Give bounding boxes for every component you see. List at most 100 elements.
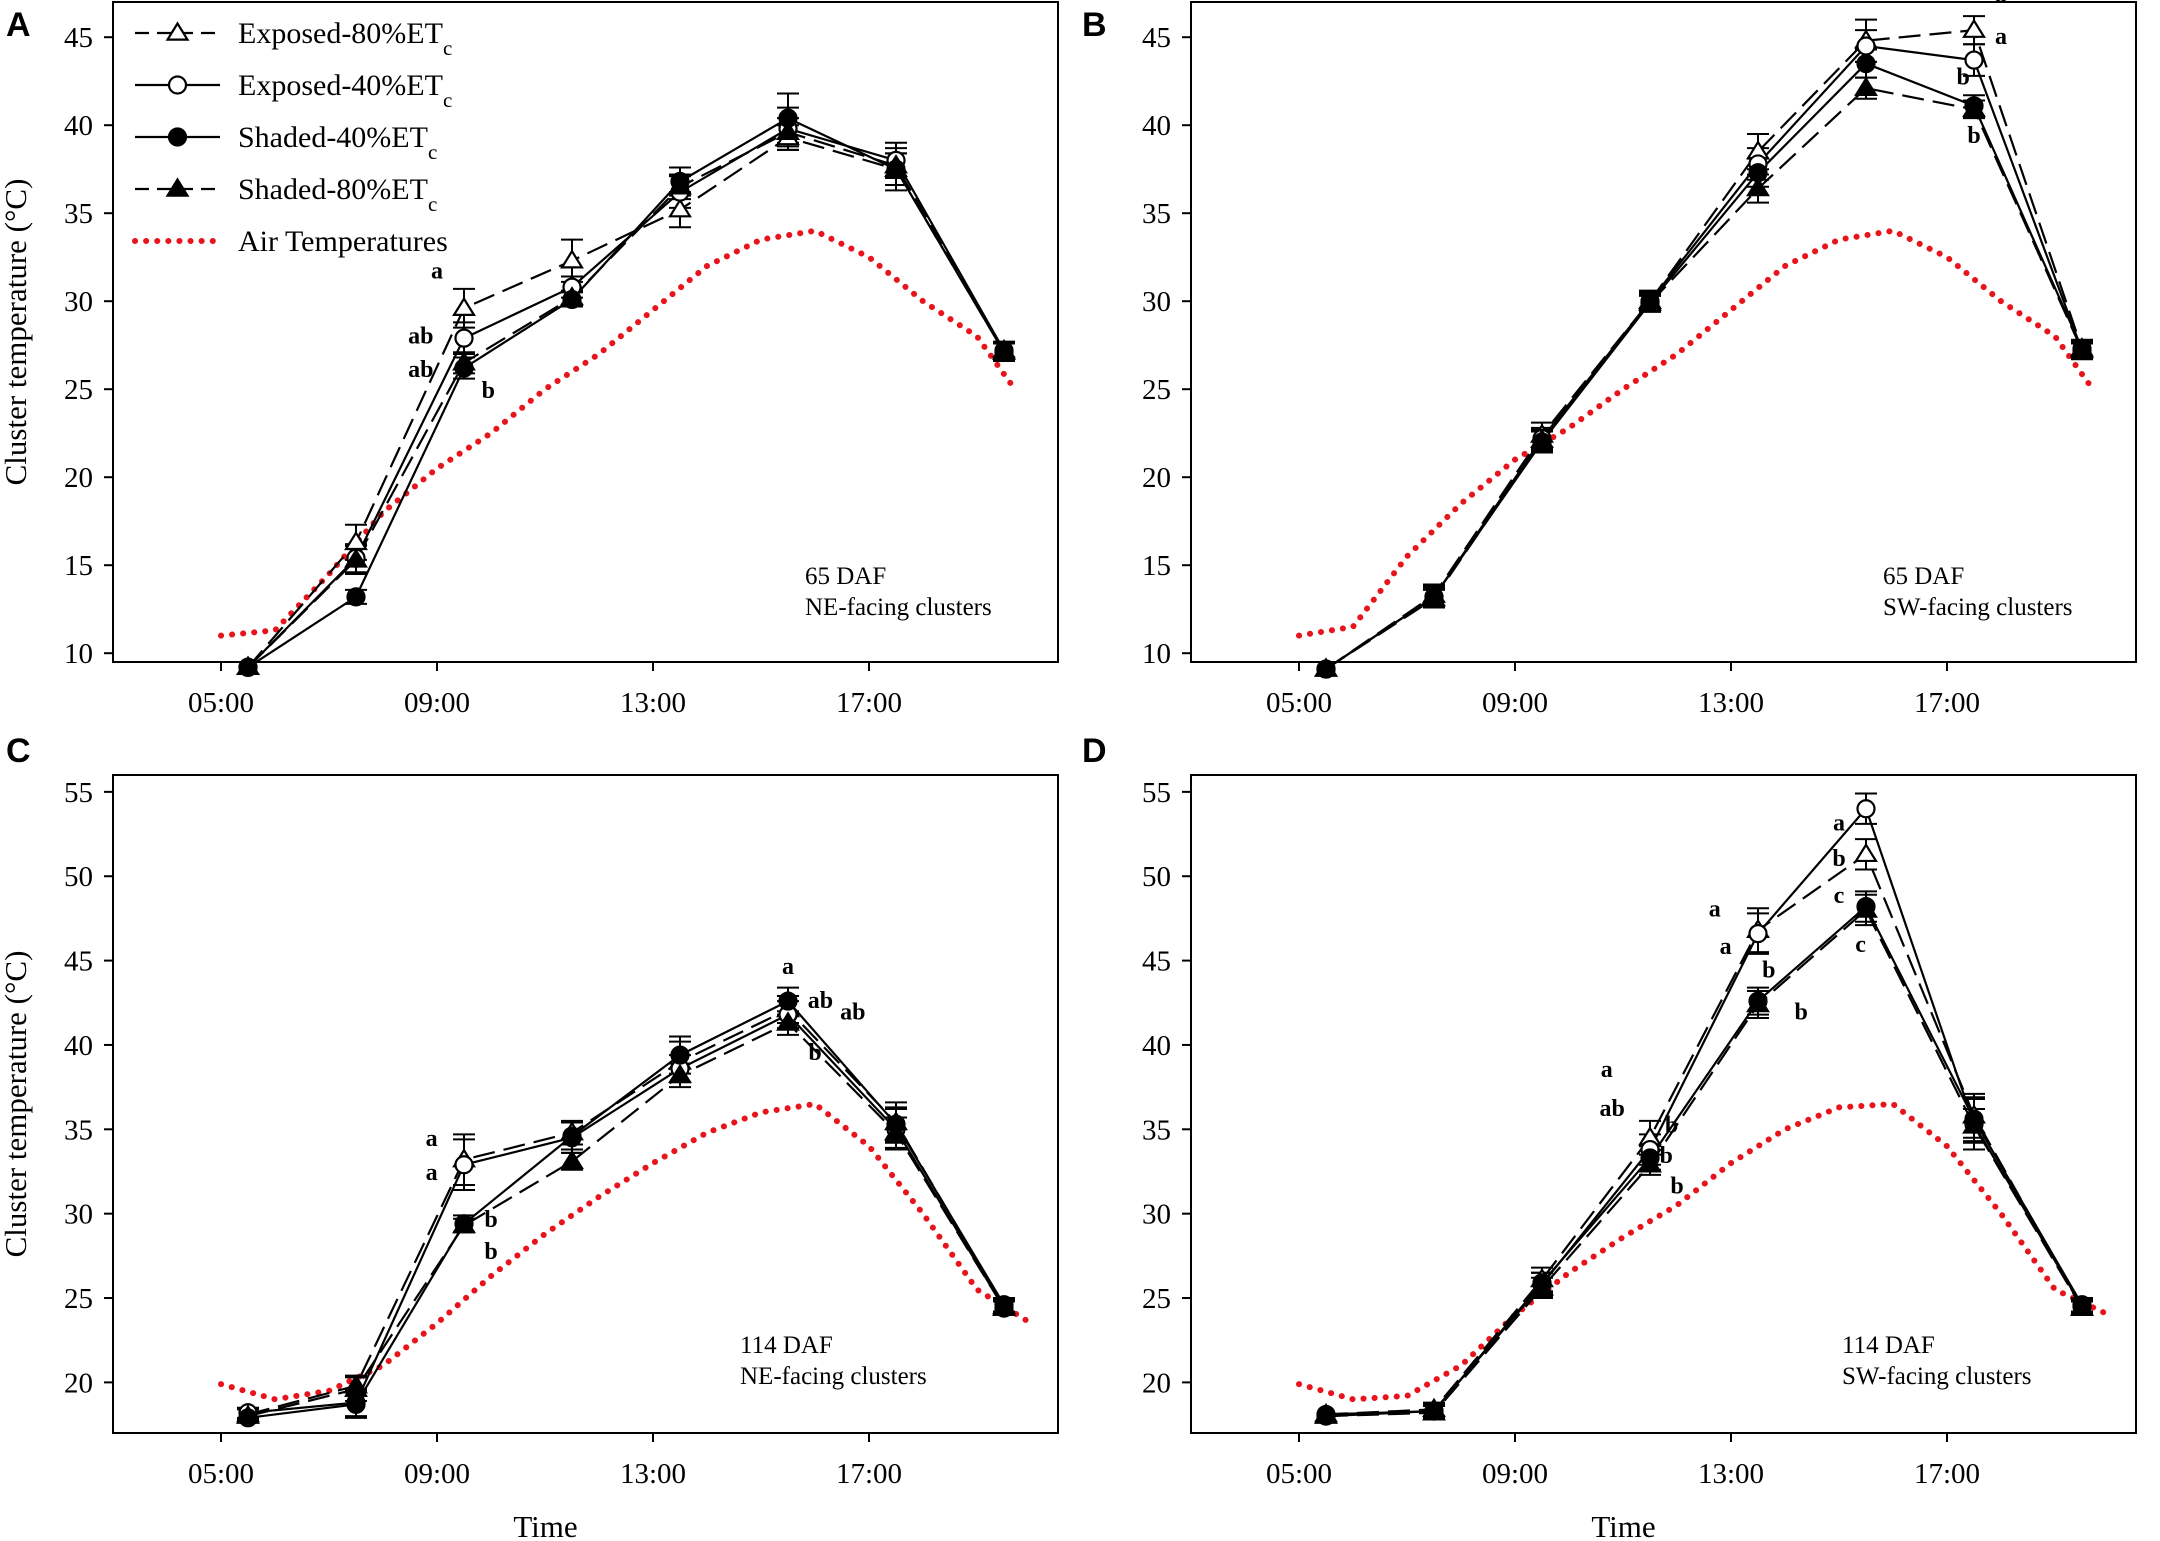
y-tick-label: 40: [64, 1030, 93, 1062]
panel-letter: A: [6, 6, 31, 44]
legend-marker: [165, 177, 190, 197]
shaded80-point: [884, 1121, 908, 1141]
significance-label: b: [1670, 1173, 1683, 1199]
shaded40-line: [247, 999, 1005, 1419]
significance-label: a: [1833, 811, 1845, 837]
y-tick-label: 10: [1142, 638, 1171, 670]
exposed80-point: [1962, 18, 1986, 38]
panel-annotation: SW-facing clusters: [1883, 594, 2073, 621]
significance-label: b: [484, 1239, 497, 1265]
shaded80-point: [560, 286, 584, 306]
y-tick-label: 20: [64, 1367, 93, 1399]
plot-frame: [1190, 1, 2137, 663]
y-tick-label: 55: [1142, 777, 1171, 809]
y-tick-label: 15: [1142, 550, 1171, 582]
y-tick-label: 30: [64, 1199, 93, 1231]
y-tick-label: 20: [1142, 462, 1171, 494]
exposed80-point: [452, 296, 476, 316]
significance-label: b: [1795, 1000, 1808, 1026]
significance-label: ab: [840, 1000, 865, 1026]
exposed80-line: [247, 136, 1005, 669]
shaded80-line: [247, 1021, 1005, 1418]
shaded80-point: [1962, 1114, 1986, 1134]
legend-entry-air: Air Temperatures: [132, 225, 448, 258]
exposed80-point: [344, 530, 368, 551]
legend-label: Exposed-40%ETc: [238, 69, 452, 112]
x-tick-label: 05:00: [1266, 1458, 1332, 1490]
significance-label: b: [1665, 1113, 1678, 1139]
shaded80-point: [1422, 587, 1446, 607]
panel-annotation: SW-facing clusters: [1842, 1363, 2032, 1390]
plot-frame: [1190, 774, 2137, 1434]
x-axis-title: Time: [513, 1509, 577, 1541]
legend-label: Shaded-40%ETc: [238, 121, 437, 164]
y-tick-label: 20: [64, 462, 93, 494]
x-tick-label: 09:00: [1482, 687, 1548, 719]
air-temperature-line: [1296, 227, 2096, 639]
legend-label: Exposed-80%ETc: [238, 17, 452, 60]
legend-label: Shaded-80%ETc: [238, 173, 437, 216]
y-tick-label: 15: [64, 550, 93, 582]
y-tick-label: 50: [1142, 861, 1171, 893]
panel-annotation: 114 DAF: [1842, 1332, 1935, 1359]
significance-label: a: [1720, 934, 1732, 960]
significance-label: a: [1709, 897, 1721, 923]
exposed40-point: [454, 1155, 474, 1175]
significance-label: b: [1660, 1143, 1673, 1169]
exposed80-line: [247, 1008, 1005, 1416]
y-tick-label: 55: [64, 777, 93, 809]
x-tick-label: 09:00: [404, 1458, 470, 1490]
y-tick-label: 30: [64, 286, 93, 318]
significance-label: ab: [808, 988, 833, 1014]
x-tick-label: 05:00: [1266, 687, 1332, 719]
x-tick-label: 17:00: [836, 687, 902, 719]
shaded80-point: [1854, 898, 1878, 918]
y-tick-label: 35: [1142, 1114, 1171, 1146]
legend: Exposed-80%ETc Exposed-40%ETc Shaded-40%ET…: [132, 17, 452, 258]
x-tick-label: 17:00: [1914, 1458, 1980, 1490]
y-tick-label: 50: [64, 861, 93, 893]
significance-label: ab: [1600, 1096, 1625, 1122]
shaded80-point: [1314, 1404, 1338, 1424]
shaded80-point: [1530, 428, 1554, 448]
panel-letter: C: [6, 732, 31, 770]
significance-label: c: [1855, 932, 1866, 958]
shaded80-line: [247, 131, 1005, 669]
shaded40-point: [670, 1045, 690, 1065]
plot-frame: [112, 774, 1059, 1434]
shaded80-point: [1746, 992, 1770, 1013]
y-axis-title: Cluster temperature (°C): [0, 179, 33, 486]
significance-label: c: [1834, 883, 1845, 909]
panel-annotation: 114 DAF: [740, 1332, 833, 1359]
shaded80-point: [776, 120, 800, 140]
shaded80-point: [236, 655, 260, 676]
y-tick-label: 40: [1142, 110, 1171, 142]
x-tick-label: 05:00: [188, 687, 254, 719]
exposed40-line: [247, 1013, 1005, 1414]
shaded80-point: [344, 548, 368, 568]
x-tick-label: 13:00: [1698, 687, 1764, 719]
exposed40-point: [1856, 799, 1876, 819]
y-tick-label: 45: [1142, 22, 1171, 54]
shaded80-point: [884, 154, 908, 174]
legend-marker: [167, 127, 188, 147]
shaded80-point: [1962, 97, 1986, 118]
shaded40-point: [562, 1126, 582, 1146]
significance-label: a: [1995, 24, 2007, 50]
panel-annotation: NE-facing clusters: [805, 594, 992, 621]
x-tick-label: 09:00: [404, 687, 470, 719]
legend-entry-exposed40: Exposed-40%ETc: [135, 69, 452, 112]
panel-b: B 10 15 20 25 30 35 40 45 05:00 09:00 13:00 17:00 65 …: [1082, 0, 2137, 719]
exposed40-point: [1748, 923, 1768, 944]
shaded80-point: [1746, 176, 1770, 197]
shaded80-line: [1325, 908, 2083, 1418]
y-tick-label: 30: [1142, 1199, 1171, 1231]
shaded80-point: [992, 1296, 1016, 1316]
y-tick-label: 25: [1142, 1283, 1171, 1315]
significance-label: b: [482, 378, 495, 404]
exposed80-point: [1854, 842, 1878, 863]
shaded80-point: [1422, 1401, 1446, 1421]
y-tick-label: 40: [1142, 1030, 1171, 1062]
y-tick-label: 25: [1142, 374, 1171, 406]
